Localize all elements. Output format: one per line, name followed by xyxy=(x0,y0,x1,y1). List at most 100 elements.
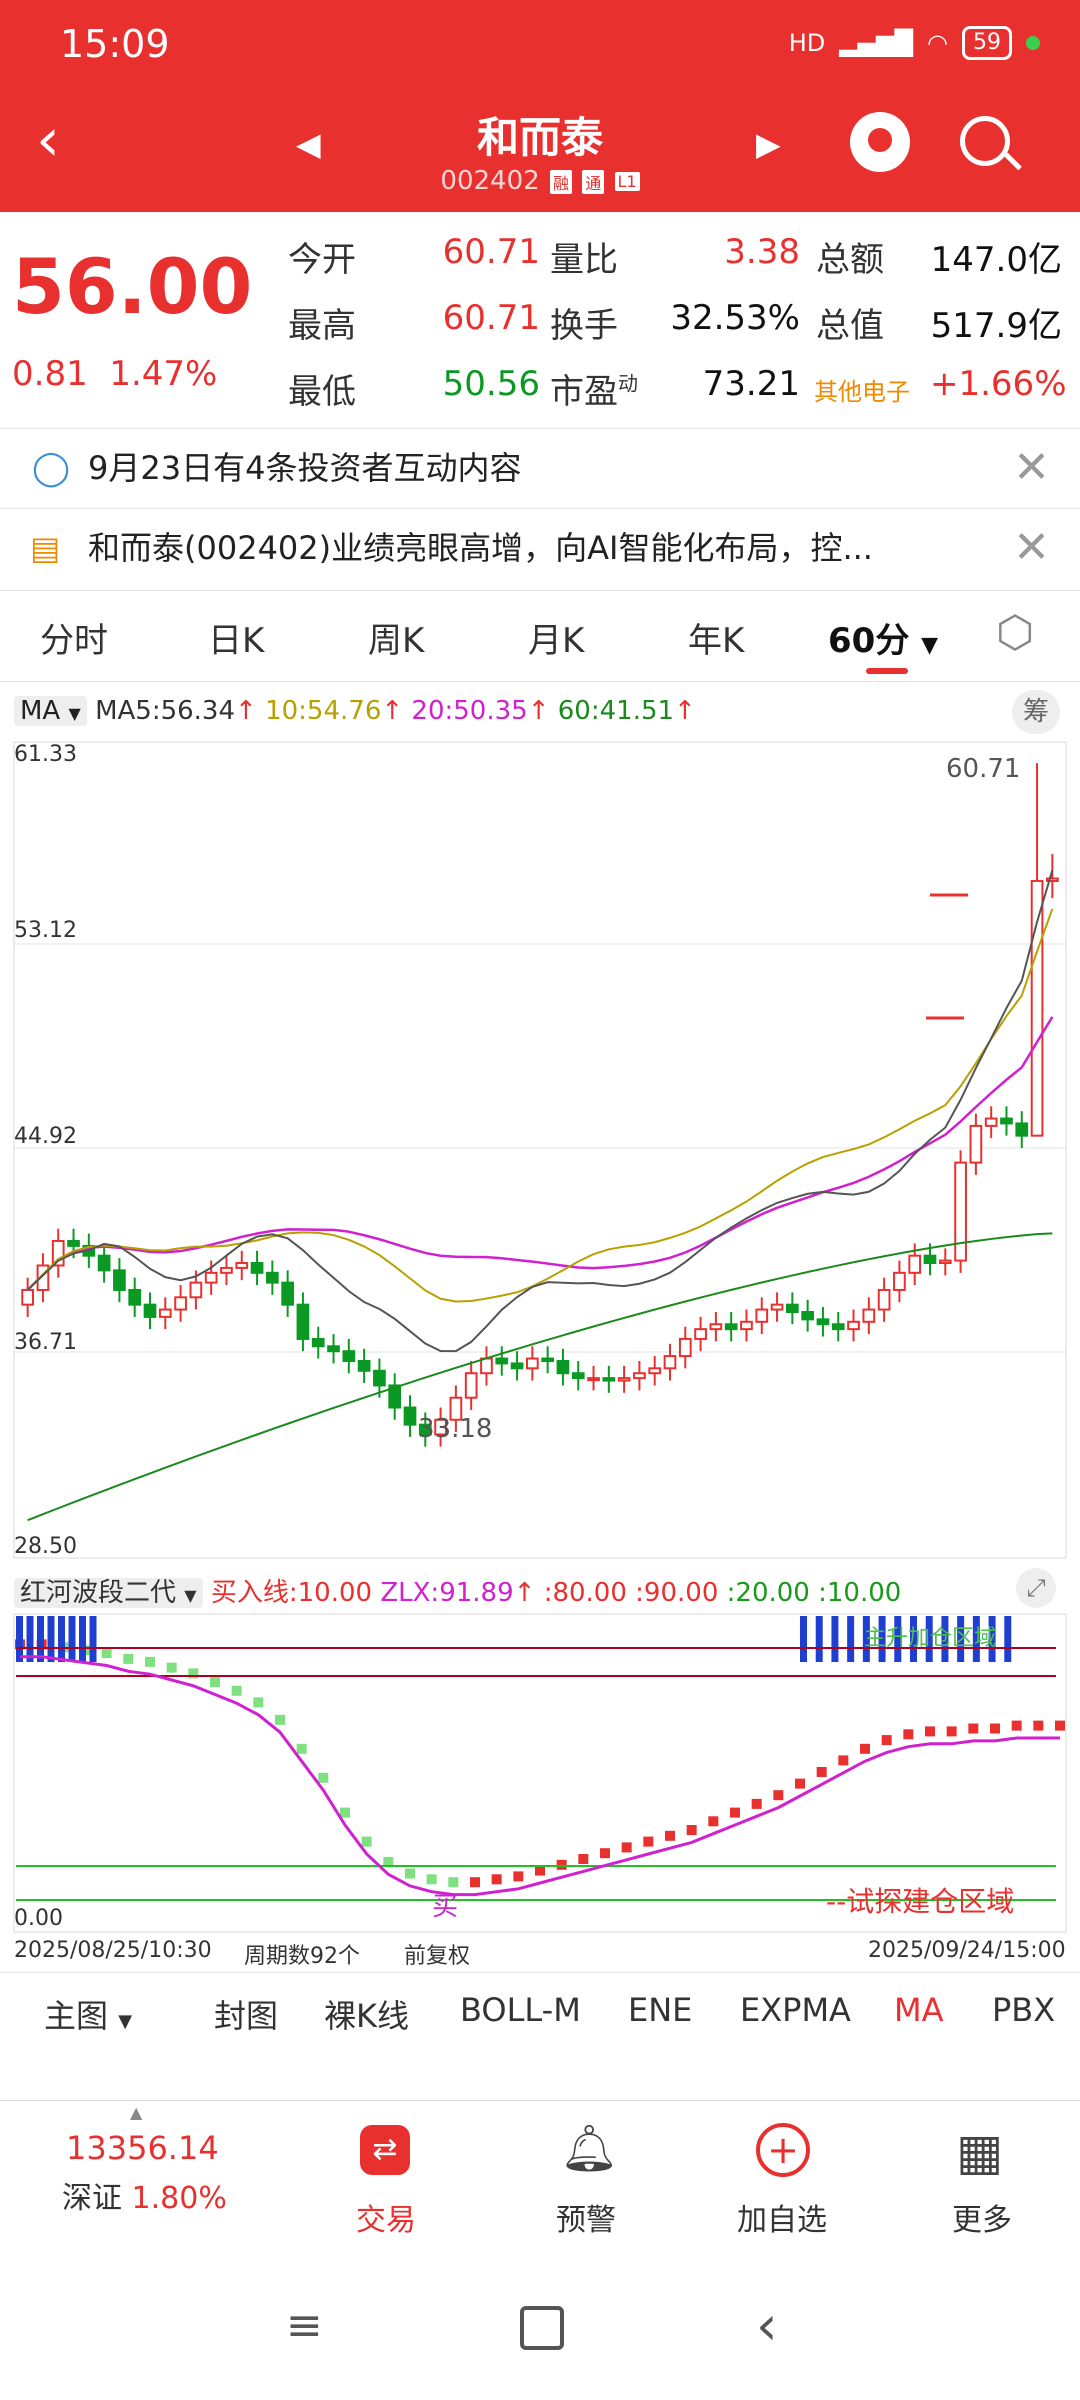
notification-dot-icon xyxy=(1026,36,1040,50)
connect-tag: 通 xyxy=(582,169,605,194)
buy-line-label: 买入线:10.00 xyxy=(210,1578,373,1608)
wave-bar xyxy=(426,1874,437,1885)
main-chart-label: 主图 xyxy=(44,1997,109,2035)
amount-label: 总额 xyxy=(816,240,884,280)
zone-bar xyxy=(988,1616,996,1662)
prev-stock-icon[interactable]: ◀ xyxy=(296,125,321,163)
candle-body xyxy=(648,1367,662,1375)
low-value: 50.56 xyxy=(442,364,540,404)
chip-distribution-button[interactable]: 筹 xyxy=(1012,690,1060,734)
up-arrow-icon: ↑ xyxy=(674,696,696,726)
menu-icon[interactable]: ≡ xyxy=(286,2300,323,2351)
wave-bar xyxy=(210,1677,220,1688)
zone-bar xyxy=(815,1616,823,1662)
trade-icon[interactable]: ⇄ xyxy=(360,2125,410,2175)
wave-bar xyxy=(556,1859,567,1870)
nav-more[interactable]: 更多 xyxy=(952,2203,1012,2238)
candle-body xyxy=(373,1369,386,1387)
candle-body xyxy=(694,1328,707,1340)
back-nav-icon[interactable]: ‹ xyxy=(756,2294,778,2357)
mascot-icon[interactable] xyxy=(850,112,910,172)
wave-bar xyxy=(491,1874,502,1885)
tool-bare-k[interactable]: 裸K线 xyxy=(324,1997,409,2035)
candle-body xyxy=(113,1269,126,1291)
bell-icon[interactable]: 🔔︎ xyxy=(560,2121,619,2175)
notice-news[interactable]: ▤ 和而泰(002402)业绩亮眼高增，向AI智能化布局，控... ✕ xyxy=(0,508,1080,587)
indicator-chart[interactable] xyxy=(0,1612,1080,1936)
ma-legend: MA ▼ MA5:56.34↑ 10:54.76↑ 20:50.35↑ 60:4… xyxy=(14,696,696,726)
grid-more-icon[interactable]: ▦ xyxy=(956,2123,1004,2181)
tab-weekly[interactable]: 周K xyxy=(368,621,425,661)
tool-boll[interactable]: BOLL-M xyxy=(460,1991,581,2029)
next-stock-icon[interactable]: ▶ xyxy=(756,125,781,163)
wifi-icon: ◠ xyxy=(927,29,948,57)
notice-text: 9月23日有4条投资者互动内容 xyxy=(88,449,522,487)
notice-interaction[interactable]: ◯ 9月23日有4条投资者互动内容 ✕ xyxy=(0,428,1080,507)
tool-fengtu[interactable]: 封图 xyxy=(214,1997,279,2035)
market-cap-value: 517.9亿 xyxy=(930,306,1062,346)
candle-body xyxy=(923,1254,937,1265)
current-price: 56.00 xyxy=(12,242,253,331)
wave-bar xyxy=(166,1662,177,1673)
change-value: 0.81 xyxy=(12,354,88,394)
candle-body xyxy=(816,1318,830,1326)
top-zone-text: 主升加仓区域 xyxy=(864,1626,997,1651)
home-icon[interactable] xyxy=(520,2306,564,2350)
wave-bar xyxy=(686,1825,697,1835)
nav-trade[interactable]: 交易 xyxy=(356,2203,416,2238)
tool-expma[interactable]: EXPMA xyxy=(740,1991,851,2029)
news-text: 和而泰(002402)业绩亮眼高增，向AI智能化布局，控... xyxy=(88,529,873,567)
search-icon[interactable] xyxy=(960,116,1010,166)
close-icon[interactable]: ✕ xyxy=(1013,522,1050,573)
ma-selector[interactable]: MA ▼ xyxy=(14,696,87,726)
candle-body xyxy=(541,1357,555,1362)
zone-bar xyxy=(26,1616,34,1662)
tool-ene[interactable]: ENE xyxy=(628,1991,693,2029)
document-icon: ▤ xyxy=(30,529,61,567)
index-info[interactable]: 深证 1.80% xyxy=(62,2173,227,2217)
nav-add-watch[interactable]: 加自选 xyxy=(737,2203,827,2238)
zone-bar xyxy=(16,1616,23,1662)
settings-hexagon-icon[interactable]: ⬡ xyxy=(996,607,1035,658)
period-tabs: 分时 日K 周K 月K 年K 60分 ▼ ⬡ xyxy=(0,590,1080,682)
add-watch-icon[interactable]: + xyxy=(756,2123,810,2177)
back-icon[interactable]: ‹ xyxy=(36,105,60,175)
expand-icon[interactable]: ⤢ xyxy=(1016,1568,1056,1608)
candle-body xyxy=(633,1372,646,1380)
candle-body xyxy=(1030,879,1044,1137)
zone-bar xyxy=(800,1616,807,1662)
expand-up-icon[interactable]: ▲ xyxy=(130,2103,143,2122)
candle-body xyxy=(663,1355,677,1370)
nav-alert[interactable]: 预警 xyxy=(556,2203,616,2238)
pe-label-text: 市盈 xyxy=(550,372,618,412)
level-tag: L1 xyxy=(614,172,640,191)
tool-ma[interactable]: MA xyxy=(894,1991,944,2029)
indicator-selector[interactable]: 红河波段二代 ▼ xyxy=(14,1578,203,1608)
close-icon[interactable]: ✕ xyxy=(1013,442,1050,493)
candle-body xyxy=(220,1266,233,1274)
adjust-mode[interactable]: 前复权 xyxy=(404,1944,471,1969)
indicator-legend: 红河波段二代 ▼ 买入线:10.00 ZLX:91.89↑ :80.00 :90… xyxy=(14,1572,901,1609)
index-value[interactable]: 13356.14 xyxy=(66,2129,219,2167)
candle-body xyxy=(587,1377,600,1382)
y-tick-label: 53.12 xyxy=(14,918,77,943)
candle-body xyxy=(847,1320,860,1331)
ma10-label: 10:54.76 xyxy=(265,696,382,726)
tab-intraday[interactable]: 分时 xyxy=(40,621,108,661)
candle-body xyxy=(801,1311,815,1321)
wave-bar xyxy=(990,1723,1000,1734)
tab-monthly[interactable]: 月K xyxy=(528,621,585,661)
main-chart-selector[interactable]: 主图 ▼ xyxy=(44,1991,132,2037)
zone-bar xyxy=(79,1616,86,1662)
tab-yearly[interactable]: 年K xyxy=(688,621,745,661)
tab-daily[interactable]: 日K xyxy=(208,621,265,661)
level80-label: :80.00 xyxy=(543,1578,627,1608)
bottom-nav: ▲ 13356.14 深证 1.80% ⇄ 交易 🔔︎ 预警 + 加自选 ▦ 更… xyxy=(0,2100,1080,2251)
tool-pbx[interactable]: PBX xyxy=(992,1991,1056,2029)
tab-60min[interactable]: 60分 ▼ xyxy=(828,613,938,662)
y-tick-label: 28.50 xyxy=(14,1534,77,1559)
system-nav-bar: ≡ ‹ xyxy=(0,2260,1080,2400)
sector-link[interactable]: 其他电子 xyxy=(814,378,910,406)
volume-ratio-value: 3.38 xyxy=(724,232,800,272)
kline-chart[interactable] xyxy=(0,740,1080,1560)
